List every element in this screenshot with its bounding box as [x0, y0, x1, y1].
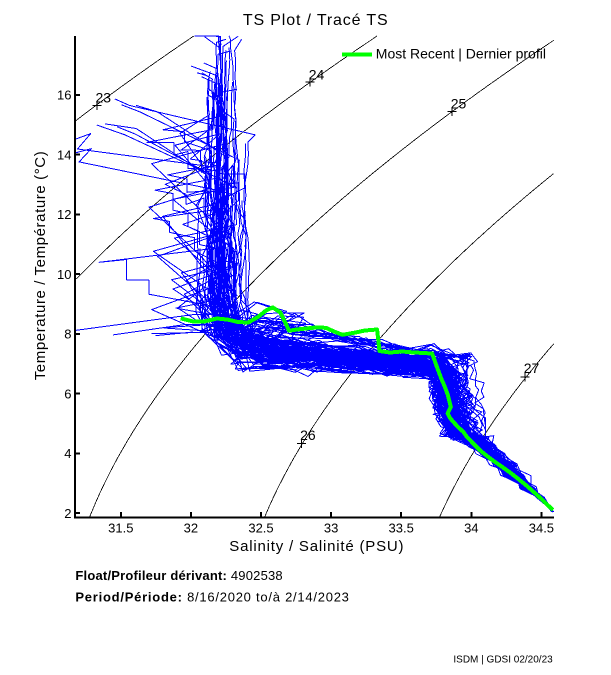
svg-text:Temperature / Température (°C): Temperature / Température (°C): [32, 151, 49, 381]
svg-text:TS Plot / Tracé TS: TS Plot / Tracé TS: [243, 12, 389, 29]
svg-text:26: 26: [300, 427, 316, 443]
svg-text:32: 32: [184, 521, 198, 536]
svg-text:Period/Période: 8/16/2020 to/: Period/Période: 8/16/2020 to/à 2/14/2023: [75, 590, 349, 605]
svg-text:14: 14: [57, 147, 71, 162]
svg-text:4: 4: [64, 446, 71, 461]
svg-text:ISDM | GDSI 02/20/23: ISDM | GDSI 02/20/23: [453, 655, 553, 666]
svg-text:2: 2: [64, 506, 71, 521]
svg-text:10: 10: [57, 267, 71, 282]
svg-text:33.5: 33.5: [389, 521, 414, 536]
svg-text:16: 16: [57, 88, 71, 103]
svg-text:34: 34: [464, 521, 478, 536]
svg-text:32.5: 32.5: [248, 521, 273, 536]
svg-text:Most Recent | Dernier profil: Most Recent | Dernier profil: [376, 46, 546, 62]
svg-text:Salinity / Salinité (PSU): Salinity / Salinité (PSU): [229, 538, 404, 555]
svg-text:Float/Profileur dérivant: 4902: Float/Profileur dérivant: 4902538: [75, 568, 282, 583]
svg-text:6: 6: [64, 386, 71, 401]
svg-text:34.5: 34.5: [529, 521, 554, 536]
svg-text:12: 12: [57, 207, 71, 222]
svg-text:24: 24: [309, 67, 325, 83]
svg-text:27: 27: [524, 360, 540, 376]
svg-text:23: 23: [96, 90, 112, 106]
svg-text:31.5: 31.5: [108, 521, 133, 536]
svg-text:8: 8: [64, 327, 71, 342]
svg-text:33: 33: [324, 521, 338, 536]
svg-text:25: 25: [451, 96, 467, 112]
